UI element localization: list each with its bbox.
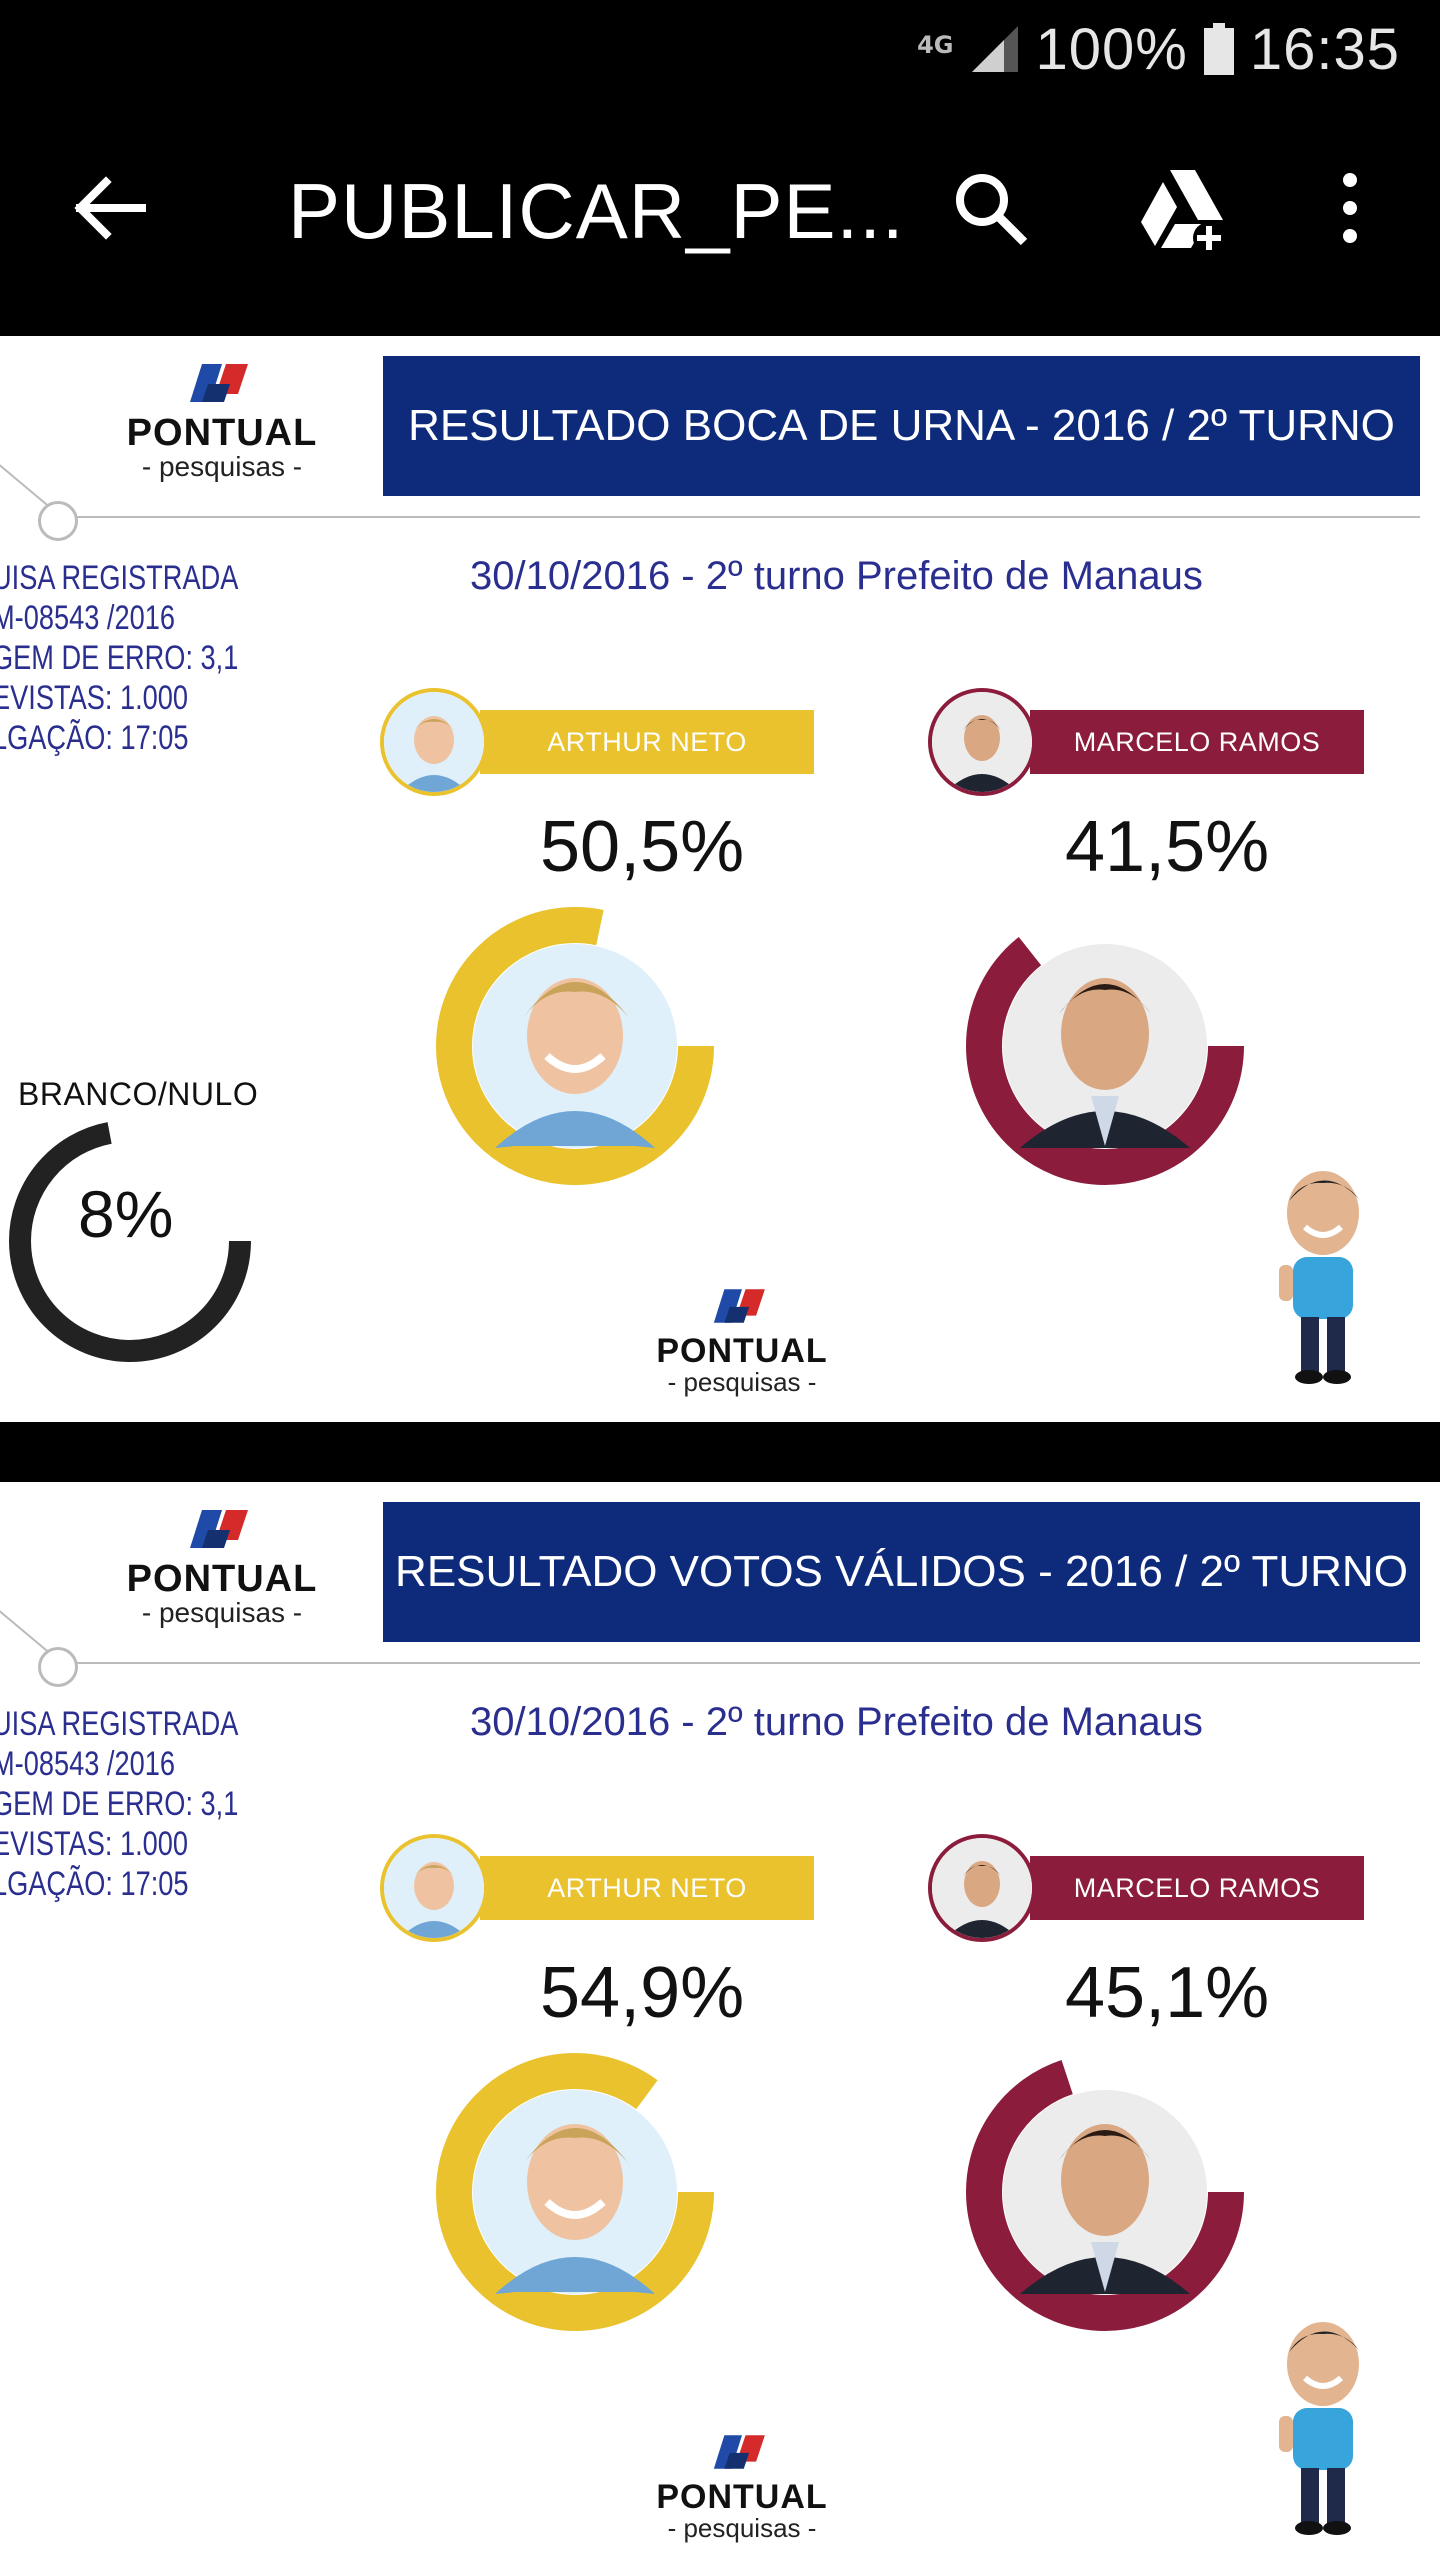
rule-dot bbox=[38, 501, 78, 541]
logo-sub: - pesquisas - bbox=[667, 1367, 817, 1397]
meta-line: LGAÇÃO: 17:05 bbox=[0, 719, 189, 757]
percent-arthur: 50,5% bbox=[540, 807, 745, 887]
candidate-name-marcelo: MARCELO RAMOS bbox=[1030, 1856, 1364, 1920]
network-type: 4G bbox=[917, 31, 954, 59]
donut-arc-arthur bbox=[436, 907, 714, 1185]
percent-marcelo: 41,5% bbox=[1065, 807, 1270, 887]
candidate-name-marcelo: MARCELO RAMOS bbox=[1030, 710, 1364, 774]
mascot-illustration bbox=[1279, 1171, 1359, 1384]
poll-date: 30/10/2016 - 2º turno Prefeito de Manaus bbox=[470, 554, 1203, 598]
donut-arc-arthur bbox=[436, 2053, 714, 2331]
candidate-avatar-marcelo bbox=[928, 1834, 1036, 1942]
photo-arthur bbox=[495, 978, 655, 1148]
logo-brand: PONTUAL bbox=[126, 1558, 318, 1600]
status-bar: 4G 100% 16:35 bbox=[0, 0, 1440, 100]
meta-line: EVISTAS: 1.000 bbox=[0, 1825, 189, 1863]
status-bar-right: 4G 100% 16:35 bbox=[917, 14, 1400, 84]
poster-boca-de-urna: PONTUAL - pesquisas - RESULTADO BOCA DE … bbox=[0, 336, 1440, 1422]
meta-line: UISA REGISTRADA bbox=[0, 559, 239, 597]
donut-arc-marcelo bbox=[966, 907, 1244, 1185]
photo-arthur bbox=[495, 2124, 655, 2294]
file-title: PUBLICAR_PE... bbox=[288, 167, 905, 255]
blank-null-label: BRANCO/NULO bbox=[18, 1076, 259, 1112]
donut-arthur bbox=[436, 907, 714, 1185]
photo-marcelo bbox=[1020, 978, 1190, 1148]
percent-arthur: 54,9% bbox=[540, 1953, 745, 2033]
battery-percent: 100% bbox=[1035, 16, 1188, 82]
logo-brand: PONTUAL bbox=[656, 1332, 828, 1370]
pontual-logo: PONTUAL - pesquisas - bbox=[112, 1504, 332, 1654]
meta-line: EVISTAS: 1.000 bbox=[0, 679, 189, 717]
pontual-logo-footer: PONTUAL - pesquisas - bbox=[632, 2430, 852, 2560]
logo-sub: - pesquisas - bbox=[141, 451, 303, 482]
logo-sub: - pesquisas - bbox=[141, 1597, 303, 1628]
pontual-logo-mark bbox=[713, 2435, 765, 2469]
percent-marcelo: 45,1% bbox=[1065, 1953, 1270, 2033]
clock: 16:35 bbox=[1249, 16, 1400, 82]
candidate-avatar-marcelo bbox=[928, 688, 1036, 796]
divider-rule bbox=[60, 516, 1420, 518]
donut-arc-marcelo bbox=[966, 2053, 1244, 2331]
blank-null-percent: 8% bbox=[78, 1177, 174, 1251]
pontual-logo: PONTUAL - pesquisas - bbox=[112, 358, 332, 508]
app-bar: PUBLICAR_PE... bbox=[0, 100, 1440, 336]
donut-marcelo bbox=[966, 2053, 1244, 2331]
back-arrow-icon[interactable] bbox=[70, 168, 150, 248]
candidate-avatar-arthur bbox=[380, 1834, 488, 1942]
poster-header: RESULTADO BOCA DE URNA - 2016 / 2º TURNO bbox=[383, 356, 1420, 496]
more-vert-icon[interactable] bbox=[1330, 168, 1370, 248]
mascot-illustration bbox=[1279, 2322, 1359, 2535]
meta-line: GEM DE ERRO: 3,1 bbox=[0, 639, 239, 677]
poster-votos-validos: PONTUAL - pesquisas - RESULTADO VOTOS VÁ… bbox=[0, 1482, 1440, 2560]
rule-dot bbox=[38, 1647, 78, 1687]
pontual-logo-mark bbox=[190, 1510, 248, 1548]
donut-blank-null bbox=[9, 1120, 251, 1362]
photo-marcelo bbox=[1020, 2124, 1190, 2294]
meta-line: LGAÇÃO: 17:05 bbox=[0, 1865, 189, 1903]
logo-brand: PONTUAL bbox=[656, 2478, 828, 2516]
logo-brand: PONTUAL bbox=[126, 412, 318, 454]
pontual-logo-footer: PONTUAL - pesquisas - bbox=[632, 1284, 852, 1422]
battery-icon bbox=[1203, 23, 1234, 75]
meta-line: GEM DE ERRO: 3,1 bbox=[0, 1785, 239, 1823]
survey-meta: UISA REGISTRADA M-08543 /2016 GEM DE ERR… bbox=[0, 1704, 238, 1904]
divider-rule bbox=[60, 1662, 1420, 1664]
poll-date: 30/10/2016 - 2º turno Prefeito de Manaus bbox=[470, 1700, 1203, 1744]
candidate-name-arthur: ARTHUR NETO bbox=[480, 1856, 814, 1920]
drive-add-icon[interactable] bbox=[1135, 162, 1230, 257]
survey-meta: UISA REGISTRADA M-08543 /2016 GEM DE ERR… bbox=[0, 558, 238, 758]
meta-line: M-08543 /2016 bbox=[0, 1745, 175, 1783]
donut-marcelo bbox=[966, 907, 1244, 1185]
donut-arc-blank-null bbox=[9, 1120, 251, 1362]
signal-icon bbox=[971, 26, 1018, 72]
search-icon[interactable] bbox=[950, 168, 1030, 248]
pontual-logo-mark bbox=[713, 1289, 765, 1323]
pontual-logo-mark bbox=[190, 364, 248, 402]
poster-header: RESULTADO VOTOS VÁLIDOS - 2016 / 2º TURN… bbox=[383, 1502, 1420, 1642]
candidate-avatar-arthur bbox=[380, 688, 488, 796]
meta-line: M-08543 /2016 bbox=[0, 599, 175, 637]
meta-line: UISA REGISTRADA bbox=[0, 1705, 239, 1743]
donut-arthur bbox=[436, 2053, 714, 2331]
candidate-name-arthur: ARTHUR NETO bbox=[480, 710, 814, 774]
logo-sub: - pesquisas - bbox=[667, 2513, 817, 2543]
